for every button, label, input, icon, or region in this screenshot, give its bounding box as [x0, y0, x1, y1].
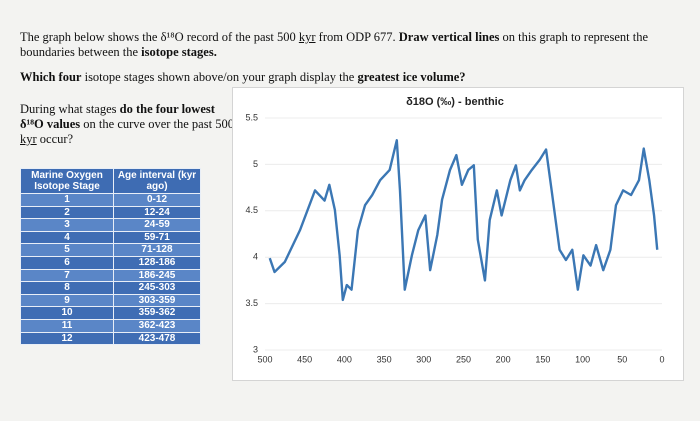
y-tick-label: 5: [253, 159, 258, 169]
table-cell: 4: [20, 230, 114, 245]
x-tick-label: 0: [659, 354, 664, 364]
table-cell: 71-128: [113, 243, 201, 257]
table-cell: 0-12: [113, 193, 201, 207]
text: greatest ice volume?: [357, 70, 466, 84]
table-cell: 423-478: [113, 331, 201, 346]
x-tick-label: 50: [617, 354, 627, 364]
table-cell: 359-362: [113, 306, 201, 320]
question: During what stages do the four lowest δ¹…: [20, 102, 235, 147]
question: Which four isotope stages shown above/on…: [20, 70, 680, 85]
y-tick-label: 5.5: [245, 112, 258, 122]
table-cell: 3: [20, 218, 114, 232]
data-line: [268, 139, 659, 302]
text: δ¹⁸O values: [20, 117, 81, 131]
text: from ODP 677.: [315, 30, 399, 44]
table-row: 4 59-71: [20, 230, 201, 245]
text: on the curve over the past 500: [80, 117, 234, 131]
x-tick-label: 500: [257, 354, 272, 364]
y-tick-label: 3.5: [245, 298, 258, 308]
table-cell: 12-24: [113, 205, 201, 220]
text: Draw vertical lines: [398, 30, 500, 44]
stage-table: Marine Oxygen Isotope Stage Age interval …: [20, 168, 201, 346]
text: on this graph to represent the boundarie…: [20, 30, 648, 59]
table-cell: 245-303: [113, 281, 201, 295]
intro: The graph below shows the δ¹⁸O record of…: [20, 30, 680, 60]
table-cell: 186-245: [113, 268, 201, 283]
table-cell: 10: [20, 306, 114, 320]
x-tick-label: 150: [535, 354, 550, 364]
table-cell: 12: [20, 331, 114, 346]
table-cell: 59-71: [113, 230, 201, 245]
x-tick-label: 250: [456, 354, 471, 364]
table-row: 9 303-359: [20, 293, 201, 308]
table-cell: 5: [20, 243, 114, 257]
x-tick-label: 350: [377, 354, 392, 364]
text: During what stages: [20, 102, 120, 116]
x-tick-label: 300: [416, 354, 431, 364]
table-row: 2 12-24: [20, 205, 201, 220]
table-cell: 6: [20, 255, 114, 270]
header-cell: Age interval (kyr ago): [113, 168, 201, 194]
x-tick-label: 450: [297, 354, 312, 364]
x-tick-label: 400: [337, 354, 352, 364]
text: The graph below shows the δ¹⁸O record of…: [20, 30, 299, 44]
x-tick-label: 100: [575, 354, 590, 364]
x-tick-label: 200: [496, 354, 511, 364]
y-tick-label: 4.5: [245, 205, 258, 215]
text: kyr: [20, 132, 37, 146]
chart-area: [232, 87, 684, 381]
table-row: 5 71-128: [20, 243, 201, 257]
y-tick-label: 4: [253, 252, 258, 262]
text: kyr: [298, 30, 316, 44]
text: Which four: [20, 70, 82, 84]
table-row: 12 423-478: [20, 331, 201, 346]
y-tick-label: 3: [253, 344, 258, 354]
table-row: 10 359-362: [20, 306, 201, 320]
text: isotope stages.: [141, 45, 217, 59]
text: occur?: [36, 132, 74, 146]
header-cell: Marine Oxygen Isotope Stage: [20, 168, 114, 194]
chart-title: δ18O (‰) - benthic: [406, 96, 504, 108]
text: isotope stages shown above/on your graph…: [81, 70, 358, 84]
text: do the four lowest: [119, 102, 215, 116]
